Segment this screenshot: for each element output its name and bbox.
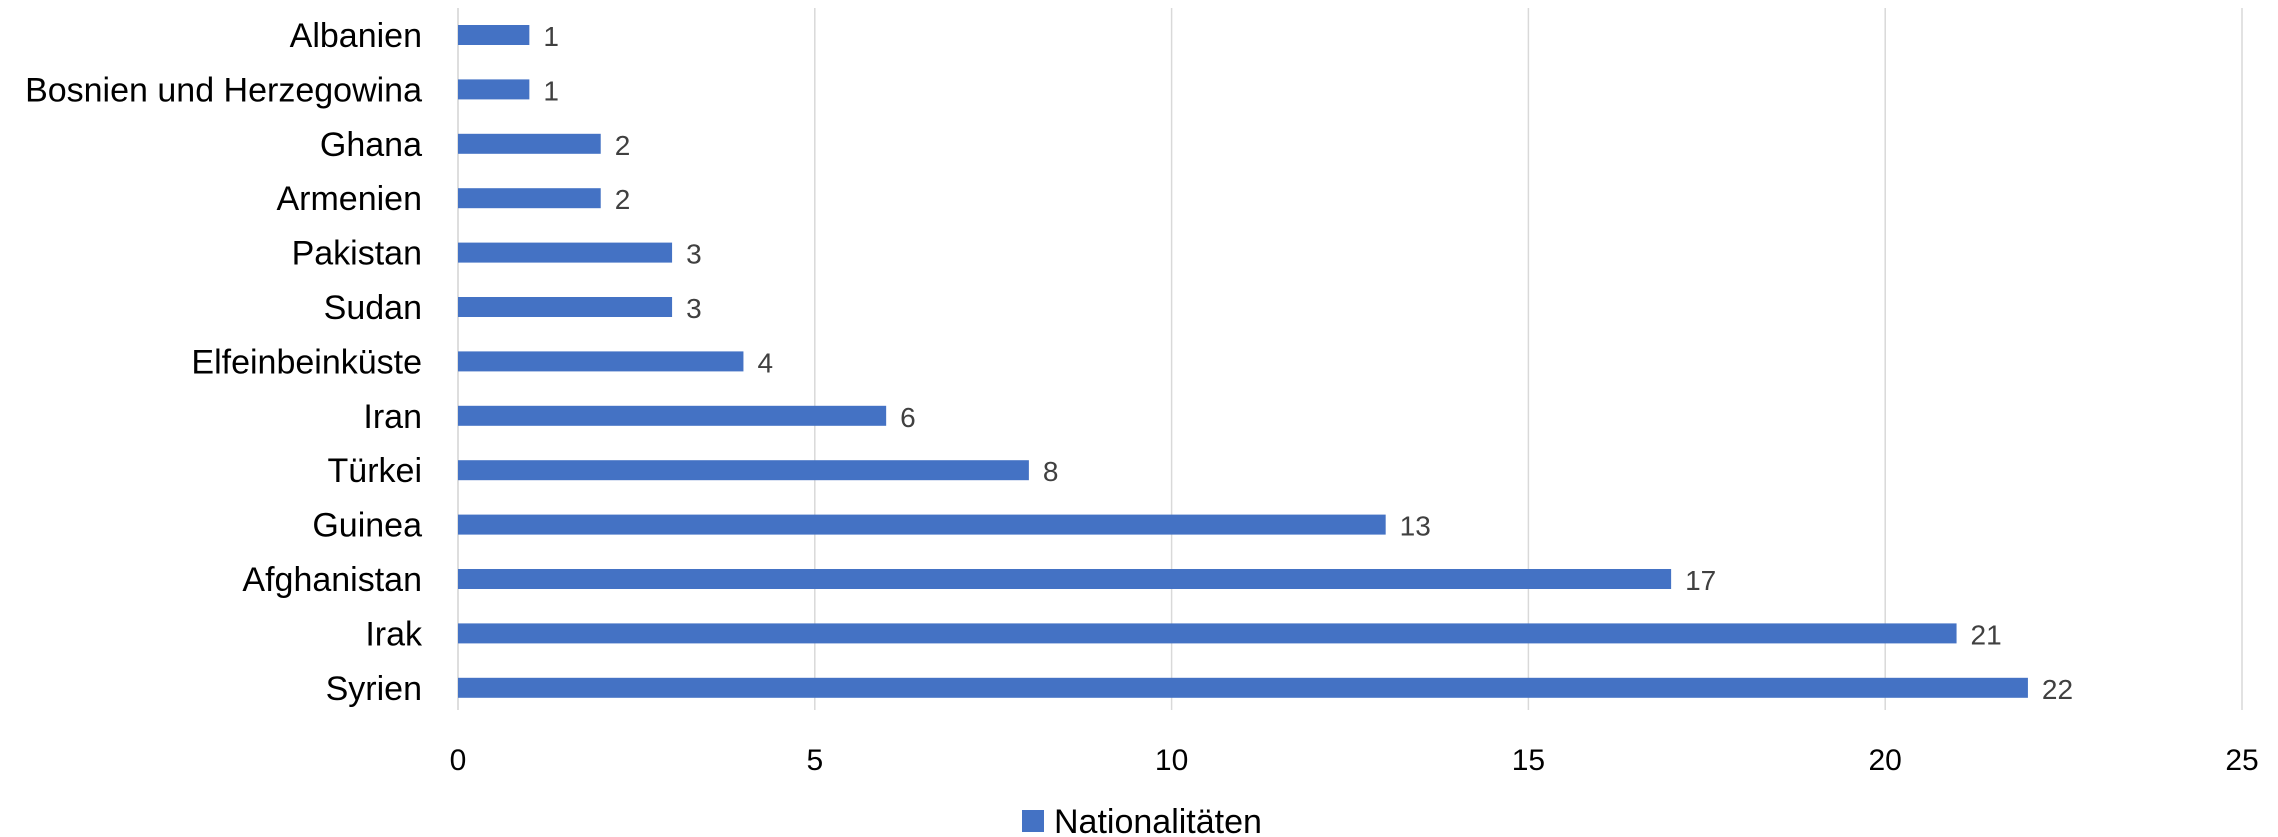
bar: [458, 677, 2028, 698]
bar: [458, 405, 887, 426]
category-label: Iran: [363, 398, 422, 436]
bar: [458, 133, 601, 154]
legend-label: Nationalitäten: [1054, 803, 1262, 837]
category-label: Ghana: [320, 126, 422, 164]
bar: [458, 79, 530, 100]
legend: Nationalitäten: [1022, 803, 1262, 837]
gridlines: [457, 8, 2243, 710]
data-label: 22: [2042, 674, 2073, 705]
bar: [458, 623, 1957, 644]
bar: [458, 569, 1672, 589]
data-label: 2: [615, 130, 631, 161]
bars: [458, 25, 2028, 698]
data-label: 1: [543, 75, 559, 106]
category-label: Syrien: [326, 670, 422, 708]
x-tick-label: 10: [1155, 744, 1188, 777]
bar: [458, 351, 744, 372]
category-label: Türkei: [328, 452, 422, 490]
data-label: 17: [1685, 565, 1716, 596]
category-label: Pakistan: [292, 235, 422, 273]
data-label: 8: [1043, 456, 1059, 487]
data-label: 4: [757, 347, 773, 378]
category-label: Armenien: [276, 180, 422, 218]
bar: [458, 297, 673, 317]
bar: [458, 460, 1029, 481]
x-tick-label: 0: [450, 744, 467, 777]
category-label: Sudan: [324, 289, 422, 327]
data-label: 6: [900, 402, 916, 433]
category-label: Guinea: [312, 507, 422, 545]
bar: [458, 25, 530, 45]
x-axis-tick-labels: 0 5 10 15 20 25: [450, 744, 2259, 777]
legend-swatch: [1022, 810, 1044, 832]
bar: [458, 514, 1386, 535]
data-label: 13: [1400, 511, 1431, 542]
category-label: Irak: [365, 615, 423, 653]
data-label: 21: [1971, 619, 2002, 650]
data-label: 3: [686, 239, 702, 270]
x-tick-label: 20: [1869, 744, 1902, 777]
data-label: 3: [686, 293, 702, 324]
bar: [458, 188, 601, 209]
bar: [458, 242, 673, 263]
category-labels: Albanien Bosnien und Herzegowina Ghana Arme…: [25, 17, 423, 708]
x-tick-label: 15: [1512, 744, 1545, 777]
data-label: 2: [615, 184, 631, 215]
category-label: Bosnien und Herzegowina: [25, 71, 422, 109]
category-label: Afghanistan: [242, 561, 422, 599]
category-label: Elfeinbeinküste: [191, 343, 422, 381]
x-tick-label: 5: [806, 744, 823, 777]
category-label: Albanien: [290, 17, 422, 55]
data-label: 1: [543, 21, 559, 52]
x-tick-label: 25: [2225, 744, 2258, 777]
